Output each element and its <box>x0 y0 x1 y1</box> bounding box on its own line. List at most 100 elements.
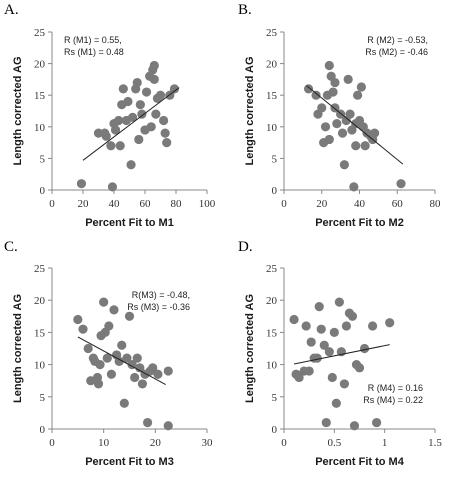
x-tick-label: 80 <box>430 198 442 210</box>
data-point <box>159 115 169 126</box>
data-point <box>349 421 360 431</box>
x-tick-label: 60 <box>392 198 404 210</box>
correlation-annotation: R (M2) = -0.53, <box>367 35 428 45</box>
x-tick-label: 0 <box>281 198 287 210</box>
y-tick-label: 5 <box>40 153 46 165</box>
panel-letter: C. <box>4 239 18 255</box>
data-point <box>114 356 124 366</box>
data-point <box>169 84 180 94</box>
panel-letter: D. <box>238 239 253 255</box>
trendline <box>82 87 180 161</box>
data-point <box>163 421 173 431</box>
data-point <box>343 74 353 84</box>
data-point <box>354 363 365 373</box>
y-tick-label: 15 <box>266 90 278 102</box>
x-axis-title: Percent Fit to M2 <box>315 217 404 229</box>
trendline <box>77 336 166 386</box>
data-point <box>148 363 158 373</box>
data-point <box>349 182 359 192</box>
data-point <box>329 327 339 337</box>
data-point <box>142 417 153 428</box>
y-tick-label: 15 <box>34 90 46 102</box>
data-point <box>115 141 125 151</box>
data-point <box>163 366 173 376</box>
data-point <box>95 360 105 370</box>
data-point <box>135 363 145 373</box>
correlation-annotation: Rs (M1) = 0.48 <box>64 47 124 57</box>
data-point <box>114 115 124 126</box>
data-point <box>78 324 88 334</box>
data-point <box>304 366 314 376</box>
data-point <box>303 84 314 94</box>
data-point <box>324 134 334 145</box>
x-tick-label: 0 <box>49 437 55 449</box>
data-point <box>339 160 349 170</box>
data-point <box>128 112 138 122</box>
data-point <box>137 379 148 389</box>
data-point <box>117 340 127 350</box>
data-point <box>149 74 159 84</box>
data-point <box>135 100 145 110</box>
data-point <box>83 343 93 354</box>
data-point <box>316 324 326 334</box>
data-point <box>106 141 116 151</box>
y-tick-label: 0 <box>272 185 278 197</box>
data-point <box>124 311 135 321</box>
y-tick-label: 5 <box>40 392 46 404</box>
data-point <box>132 353 142 363</box>
panel-d: D. 0 5 10 15 20 25 0 0.5 1 1.5 Percent Fit to M4 Len… <box>238 239 442 468</box>
trendline <box>306 85 404 165</box>
panel-c: C. 0 5 10 15 20 25 0 10 20 30 Percent Fit to M3 Leng… <box>4 239 213 468</box>
x-axis-title: Percent Fit to M4 <box>315 456 405 468</box>
data-point <box>109 305 119 315</box>
correlation-annotation: R (M4) = 0.16 <box>368 383 423 393</box>
panel-letter: B. <box>238 2 252 18</box>
data-point <box>101 131 111 141</box>
data-point <box>126 160 136 170</box>
y-tick-label: 25 <box>266 27 278 39</box>
y-tick-label: 0 <box>40 424 46 436</box>
y-tick-label: 25 <box>34 27 46 39</box>
data-point <box>132 77 142 88</box>
y-axis-title: Length corrected AG <box>244 57 256 166</box>
x-tick-label: 0.5 <box>327 437 341 449</box>
x-tick-label: 30 <box>202 437 214 449</box>
data-point <box>334 297 344 307</box>
correlation-annotation: R(M3) = -0.48, <box>132 290 190 300</box>
data-point <box>359 343 370 354</box>
data-point <box>119 398 129 408</box>
data-point <box>311 90 321 100</box>
data-point <box>356 82 366 92</box>
y-tick-label: 10 <box>266 122 278 134</box>
data-point <box>141 87 152 97</box>
correlation-annotation: Rs (M4) = 0.22 <box>363 395 423 405</box>
data-point <box>134 134 144 145</box>
data-point <box>370 128 380 138</box>
data-point <box>153 369 163 379</box>
data-point <box>328 87 338 97</box>
y-tick-label: 10 <box>34 360 46 372</box>
data-point <box>118 84 128 94</box>
data-point <box>294 372 304 383</box>
data-point <box>306 337 316 347</box>
y-tick-label: 25 <box>34 263 46 275</box>
y-axis-title: Length corrected AG <box>12 57 24 166</box>
data-point <box>319 340 329 350</box>
y-tick-label: 15 <box>34 327 46 339</box>
x-tick-label: 1.5 <box>428 437 442 449</box>
data-point <box>73 314 83 325</box>
data-point <box>372 417 382 428</box>
y-tick-label: 0 <box>272 424 278 436</box>
data-point <box>327 372 337 383</box>
x-axis-title: Percent Fit to M1 <box>85 217 174 229</box>
data-point <box>320 122 331 132</box>
panel-b: B. 0 5 10 15 20 25 0 20 40 60 80 Percent Fit to M2 Le… <box>238 2 441 229</box>
data-point <box>324 347 334 357</box>
data-point <box>301 321 311 331</box>
data-point <box>345 109 355 119</box>
x-tick-label: 1 <box>382 437 388 449</box>
y-axis-title: Length corrected AG <box>12 294 24 403</box>
data-point <box>332 119 342 129</box>
data-point <box>289 314 299 325</box>
